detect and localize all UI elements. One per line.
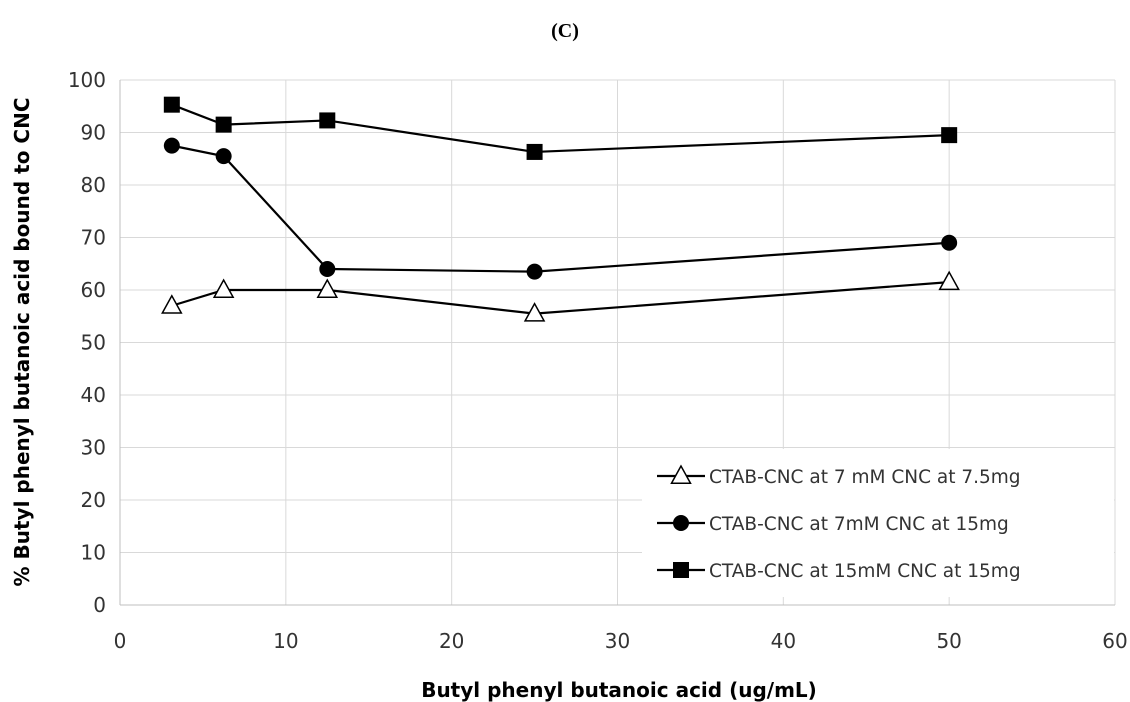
legend: CTAB-CNC at 7 mM CNC at 7.5mg CTAB-CNC at… [642,449,1114,597]
y-tick-label: 60 [81,278,106,302]
data-point [526,143,543,160]
x-tick-label: 0 [114,629,127,653]
legend-entry: CTAB-CNC at 7mM CNC at 15mg [657,514,1009,535]
data-point [212,278,235,298]
legend-entry: CTAB-CNC at 15mM CNC at 15mg [657,561,1021,582]
y-tick-label: 40 [81,383,106,407]
y-tick-label: 70 [81,226,106,250]
y-tick-label: 20 [81,488,106,512]
data-point [319,112,336,129]
series-line [171,144,950,273]
legend-label: CTAB-CNC at 7mM CNC at 15mg [709,514,1009,535]
legend-entry: CTAB-CNC at 7 mM CNC at 7.5mg [657,464,1021,488]
series-1 [161,270,960,322]
y-tick-label: 50 [81,331,106,355]
legend-label: CTAB-CNC at 15mM CNC at 15mg [709,561,1021,582]
x-axis-title: Butyl phenyl butanoic acid (ug/mL) [421,678,817,702]
x-tick-label: 60 [1102,629,1127,653]
y-tick-label: 30 [81,436,106,460]
data-point [215,148,232,165]
data-series [161,96,960,322]
y-axis-title: % Butyl phenyl butanoic acid bound to CN… [10,97,34,586]
series-3 [163,96,958,160]
y-tick-label: 90 [81,121,106,145]
chart-title: (C) [551,20,579,42]
data-point [161,294,183,314]
legend-label: CTAB-CNC at 7 mM CNC at 7.5mg [709,467,1021,488]
data-point [316,278,339,298]
data-point [163,96,180,113]
legend-marker [673,515,689,531]
data-point [941,234,958,251]
data-point [163,137,180,154]
series-2 [163,137,958,280]
legend-box [642,449,1114,597]
data-point [523,302,546,322]
x-tick-label: 50 [936,629,961,653]
x-tick-label: 10 [273,629,298,653]
legend-marker [670,464,692,484]
y-tick-label: 0 [93,593,106,617]
x-tick-label: 40 [771,629,796,653]
data-point [526,263,543,280]
tick-labels: 0 10 20 30 40 50 60 70 80 90 100 0 10 20 30 40 50 60 [68,68,1128,653]
y-tick-label: 80 [81,173,106,197]
series-line [171,103,950,154]
legend-marker [673,562,689,578]
data-point [215,116,232,133]
x-tick-label: 20 [439,629,464,653]
x-tick-label: 30 [605,629,630,653]
y-tick-label: 10 [81,541,106,565]
series-line [171,281,950,315]
data-point [941,127,958,144]
axes [119,80,1115,606]
data-point [938,270,960,291]
y-tick-label: 100 [68,68,106,92]
data-point [319,261,336,277]
